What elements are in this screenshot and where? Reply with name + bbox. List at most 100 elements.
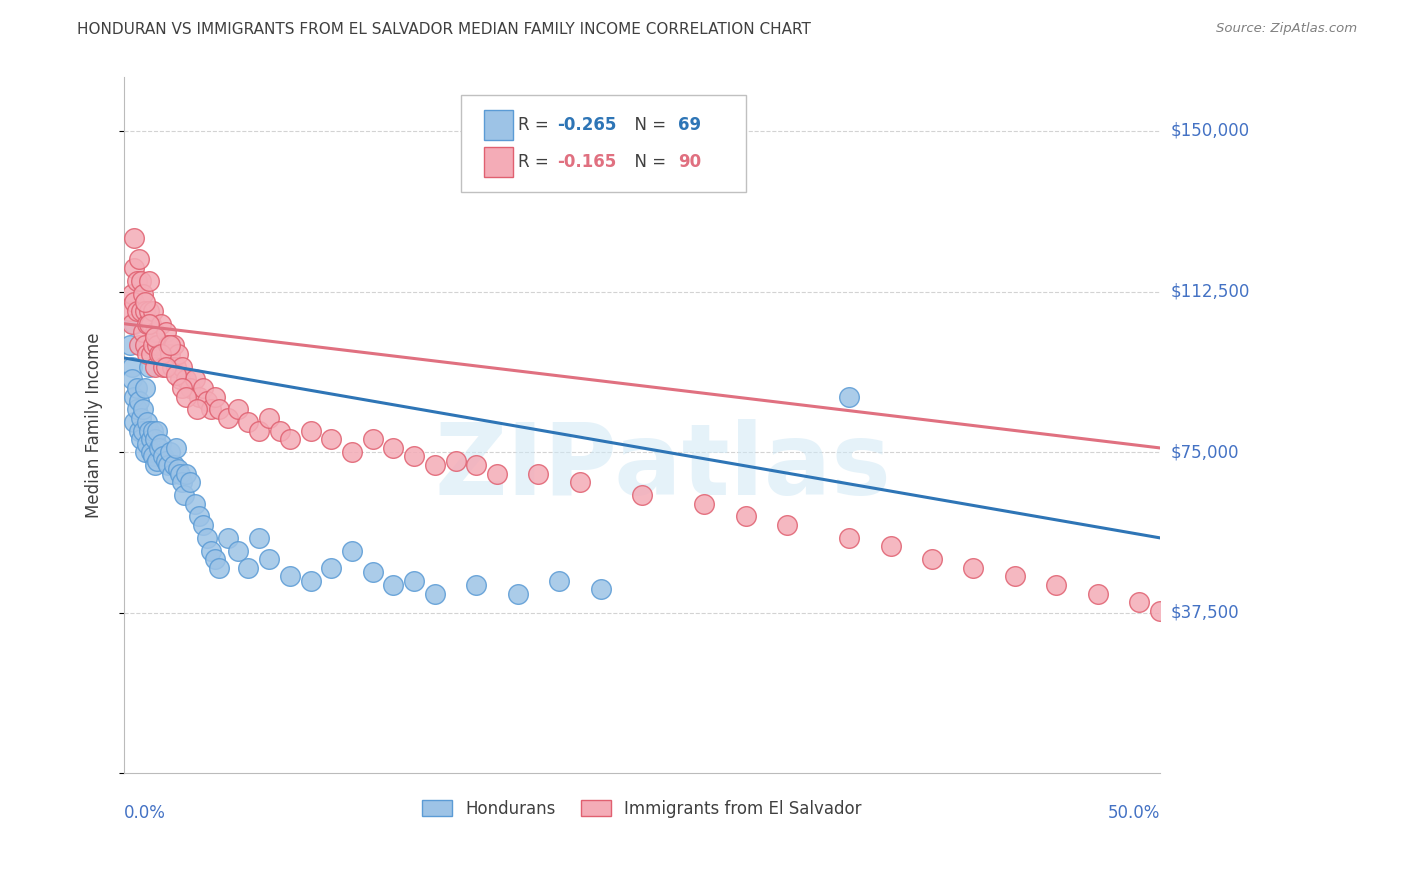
Text: $75,000: $75,000 (1171, 443, 1240, 461)
Point (135, 415, 157, 429)
Point (135, 436, 157, 450)
Text: $150,000: $150,000 (1171, 122, 1250, 140)
Point (962, 561, 984, 575)
Point (485, 467, 508, 481)
Point (340, 445, 363, 459)
Point (138, 317, 160, 331)
Point (159, 338, 181, 352)
Point (734, 509, 756, 524)
Point (174, 372, 197, 386)
Point (152, 450, 174, 464)
Point (278, 569, 301, 583)
Point (124, 260, 146, 275)
Point (226, 402, 249, 417)
Point (150, 347, 173, 361)
Point (226, 543, 249, 558)
Point (172, 359, 194, 374)
Point (444, 454, 467, 468)
Point (173, 488, 195, 502)
Point (776, 518, 799, 533)
Point (121, 317, 143, 331)
Point (1004, 569, 1026, 583)
Point (167, 462, 190, 476)
FancyBboxPatch shape (461, 95, 745, 193)
Point (191, 381, 214, 395)
Point (548, 574, 571, 588)
Point (340, 543, 363, 558)
Text: 90: 90 (678, 153, 702, 171)
Point (172, 381, 194, 395)
Point (179, 381, 201, 395)
Point (204, 390, 226, 404)
Point (321, 433, 343, 447)
Point (160, 467, 183, 481)
Point (257, 411, 280, 425)
Text: R =: R = (517, 116, 554, 134)
Point (156, 458, 179, 472)
Point (465, 578, 488, 592)
Point (135, 347, 157, 361)
Point (165, 368, 187, 383)
Point (138, 304, 160, 318)
Point (139, 317, 162, 331)
Point (299, 424, 322, 438)
Point (172, 475, 194, 490)
Point (129, 433, 152, 447)
Point (163, 338, 186, 352)
Point (143, 326, 166, 340)
Point (247, 531, 270, 545)
Point (134, 295, 156, 310)
Point (165, 441, 187, 455)
Text: $37,500: $37,500 (1171, 604, 1240, 622)
Point (143, 359, 166, 374)
Point (134, 338, 156, 352)
Text: N =: N = (624, 116, 672, 134)
Point (142, 424, 165, 438)
Point (128, 338, 150, 352)
Bar (484, 110, 513, 140)
Text: 0.0%: 0.0% (124, 804, 166, 822)
Text: -0.165: -0.165 (557, 153, 616, 171)
Point (423, 458, 446, 472)
Point (150, 317, 173, 331)
Point (631, 488, 654, 502)
Text: -0.265: -0.265 (557, 116, 616, 134)
Point (186, 402, 208, 417)
Point (128, 424, 150, 438)
Point (382, 578, 405, 592)
Point (150, 436, 173, 450)
Point (465, 458, 488, 472)
Point (195, 393, 218, 408)
Point (128, 393, 150, 408)
Point (152, 359, 174, 374)
Point (921, 552, 943, 566)
Point (163, 458, 186, 472)
Text: Source: ZipAtlas.com: Source: ZipAtlas.com (1216, 22, 1357, 36)
Point (589, 582, 612, 597)
Point (361, 433, 384, 447)
Point (169, 372, 191, 386)
Point (132, 424, 155, 438)
Point (183, 497, 205, 511)
Point (121, 286, 143, 301)
Point (160, 359, 183, 374)
Point (195, 531, 218, 545)
Point (238, 415, 260, 429)
Point (134, 381, 156, 395)
Point (165, 359, 187, 374)
Point (838, 390, 860, 404)
Point (155, 326, 177, 340)
Point (134, 445, 156, 459)
Point (879, 540, 901, 554)
Point (132, 326, 155, 340)
Text: 50.0%: 50.0% (1108, 804, 1160, 822)
Point (125, 304, 148, 318)
Point (217, 411, 239, 425)
Point (142, 450, 165, 464)
Point (124, 390, 146, 404)
Point (132, 402, 155, 417)
Point (129, 304, 152, 318)
Y-axis label: Median Family Income: Median Family Income (86, 333, 103, 518)
Point (1149, 604, 1171, 618)
Point (156, 338, 179, 352)
